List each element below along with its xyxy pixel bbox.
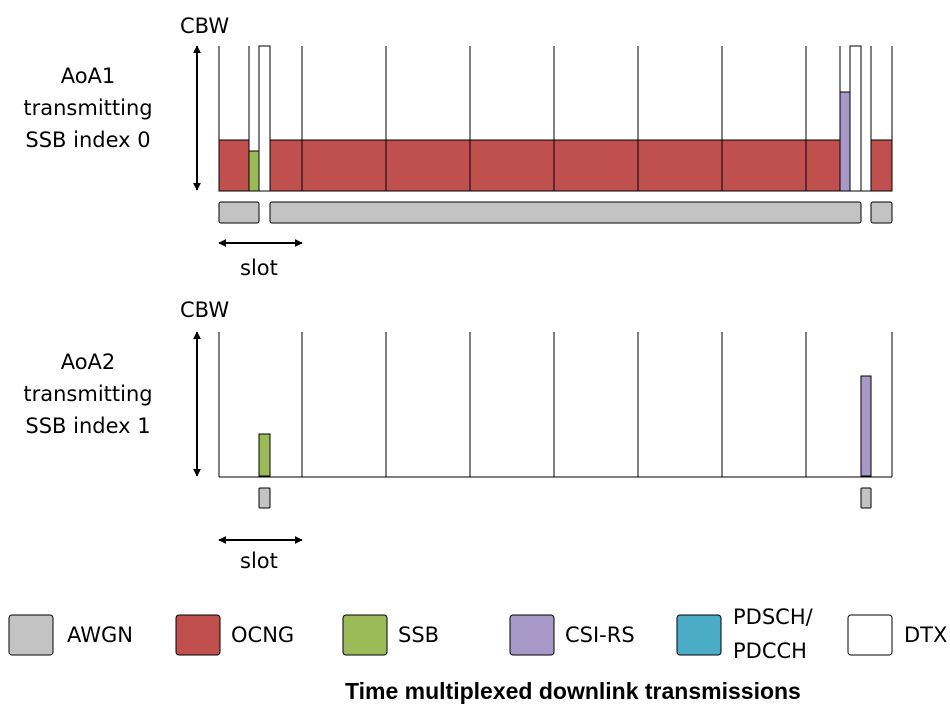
ssb-block-1 — [248, 150, 260, 192]
ocng-band-c — [870, 139, 893, 192]
awgn-bar-b — [269, 201, 862, 224]
row-label-2-line-2: transmitting — [23, 382, 153, 406]
row-label-1-line-1: AoA1 — [60, 64, 116, 88]
dtx-gap-b — [849, 45, 862, 192]
awgn-bar-e — [860, 487, 872, 509]
row-label-2-line-1: AoA2 — [60, 350, 116, 374]
row-label-2-line-3: SSB index 1 — [25, 414, 151, 438]
ssb-block-2 — [258, 433, 271, 477]
cbw-label-2: CBW — [180, 298, 230, 322]
ocng-band-b — [269, 139, 841, 192]
awgn-bar-d — [258, 487, 271, 509]
legend-label-csirs: CSI-RS — [565, 623, 635, 647]
slot-grid-2 — [218, 332, 893, 478]
slot-grid-1 — [218, 46, 893, 192]
awgn-bar-a — [218, 201, 260, 224]
legend-swatch-pdsch — [676, 614, 722, 656]
legend-swatch-csirs — [509, 614, 555, 656]
cbw-label-1: CBW — [180, 14, 230, 38]
legend-swatches — [8, 614, 893, 656]
row-label-1-line-3: SSB index 0 — [25, 128, 151, 152]
legend-label-dtx: DTX — [904, 623, 948, 647]
legend-label-awgn: AWGN — [67, 623, 133, 647]
csirs-block-2 — [860, 375, 872, 477]
panel-2 — [193, 331, 893, 544]
csirs-block-1 — [839, 91, 851, 192]
awgn-bar-c — [870, 201, 893, 224]
legend-label-pdsch-line-2: PDCCH — [733, 639, 807, 663]
legend-label-pdsch-line-1: PDSCH/ — [733, 605, 813, 629]
slot-label-1: slot — [240, 256, 278, 280]
slot-label-2: slot — [240, 549, 278, 573]
legend-swatch-awgn — [8, 614, 54, 656]
dtx-gap-a — [258, 45, 271, 192]
panel-1 — [193, 45, 893, 247]
row-label-1-line-2: transmitting — [23, 96, 153, 120]
ocng-band-a — [218, 139, 250, 192]
legend-swatch-dtx — [847, 614, 893, 656]
legend-swatch-ocng — [175, 614, 221, 656]
legend-label-ocng: OCNG — [231, 623, 295, 647]
legend-swatch-ssb — [342, 614, 388, 656]
legend-label-ssb: SSB — [398, 623, 440, 647]
diagram-title: Time multiplexed downlink transmissions — [345, 678, 801, 704]
